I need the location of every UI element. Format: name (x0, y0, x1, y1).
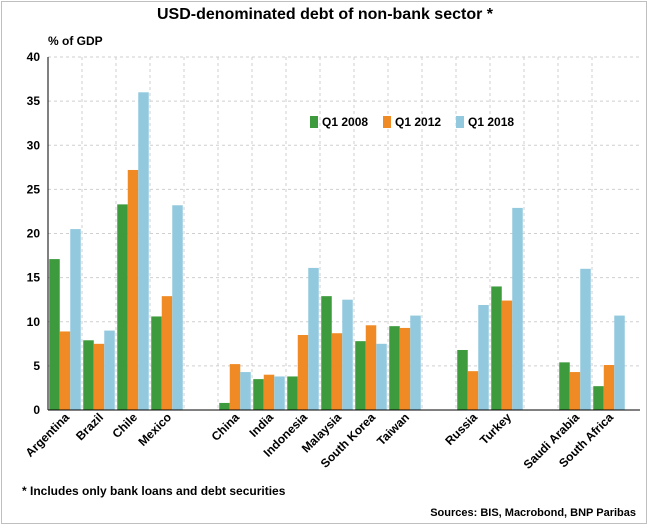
bar-q1-2008-south-korea (355, 341, 366, 410)
bar-q1-2018-mexico (172, 205, 183, 410)
source-note: Sources: BIS, Macrobond, BNP Paribas (430, 507, 636, 519)
legend-label-q1-2012: Q1 2012 (395, 115, 441, 129)
legend-swatch-q1-2012 (383, 116, 391, 128)
x-tick-label: China (209, 410, 243, 444)
legend-swatch-q1-2018 (456, 116, 464, 128)
y-axis-unit-label: % of GDP (48, 34, 103, 48)
footnote: * Includes only bank loans and debt secu… (22, 484, 286, 498)
y-tick-label: 0 (33, 403, 40, 417)
x-tick-label: Mexico (135, 410, 174, 449)
chart-title: USD-denominated debt of non-bank sector … (156, 6, 493, 23)
bar-q1-2008-chile (117, 204, 128, 410)
bar-q1-2018-taiwan (410, 315, 421, 410)
bar-q1-2008-south-africa (593, 386, 604, 410)
bar-q1-2008-turkey (491, 286, 502, 410)
bar-q1-2008-argentina (49, 259, 60, 410)
bar-q1-2012-turkey (501, 300, 513, 410)
x-tick-label: Chile (109, 410, 140, 441)
bar-q1-2012-argentina (59, 331, 71, 410)
bar-q1-2008-indonesia (287, 376, 298, 410)
bar-q1-2012-russia (467, 371, 479, 410)
x-tick-label: Taiwan (374, 410, 412, 448)
bar-q1-2018-argentina (70, 229, 81, 410)
bar-q1-2008-china (219, 402, 230, 410)
x-tick-label: Brazil (73, 410, 106, 443)
bar-q1-2012-china (229, 364, 241, 410)
bar-q1-2018-russia (478, 304, 489, 410)
bar-q1-2012-taiwan (399, 327, 411, 410)
bar-q1-2012-indonesia (297, 334, 309, 410)
bar-q1-2012-malaysia (331, 333, 343, 410)
bar-q1-2008-saudi-arabia (559, 362, 570, 410)
bar-q1-2018-malaysia (342, 299, 353, 410)
x-tick-label: Turkey (477, 410, 514, 447)
x-tick-label: India (246, 410, 276, 440)
bar-q1-2018-indonesia (308, 267, 319, 410)
y-tick-label: 10 (27, 315, 41, 329)
bar-q1-2018-south-africa (614, 315, 625, 410)
legend-label-q1-2018: Q1 2018 (468, 115, 514, 129)
legend-swatch-q1-2008 (310, 116, 318, 128)
y-tick-label: 35 (27, 94, 41, 108)
bar-q1-2008-mexico (151, 316, 162, 410)
bar-q1-2012-south-korea (365, 325, 377, 410)
bar-q1-2018-china (240, 372, 251, 410)
y-tick-label: 30 (27, 138, 41, 152)
bar-q1-2008-malaysia (321, 296, 332, 410)
bar-q1-2008-taiwan (389, 326, 400, 410)
bar-q1-2012-mexico (161, 296, 173, 410)
bar-q1-2012-saudi-arabia (569, 372, 581, 410)
bar-q1-2012-chile (127, 169, 139, 410)
y-tick-label: 25 (27, 182, 41, 196)
y-tick-label: 5 (33, 359, 40, 373)
x-tick-label: Russia (442, 410, 480, 448)
bar-q1-2012-india (263, 374, 275, 410)
bar-q1-2018-south-korea (376, 343, 387, 410)
y-tick-label: 15 (27, 271, 41, 285)
bar-q1-2018-turkey (512, 207, 523, 410)
bar-q1-2008-brazil (83, 340, 94, 410)
bar-q1-2008-india (253, 379, 264, 410)
bar-q1-2008-russia (457, 349, 468, 410)
bar-q1-2018-chile (138, 92, 149, 411)
bar-q1-2012-south-africa (603, 364, 615, 410)
legend-label-q1-2008: Q1 2008 (322, 115, 368, 129)
bar-q1-2018-brazil (104, 330, 115, 410)
y-tick-label: 20 (27, 227, 41, 241)
bar-q1-2018-india (274, 376, 285, 410)
bar-q1-2018-saudi-arabia (580, 268, 591, 410)
bar-q1-2012-brazil (93, 343, 105, 410)
x-tick-label: Argentina (23, 410, 73, 460)
y-tick-label: 40 (27, 50, 41, 64)
